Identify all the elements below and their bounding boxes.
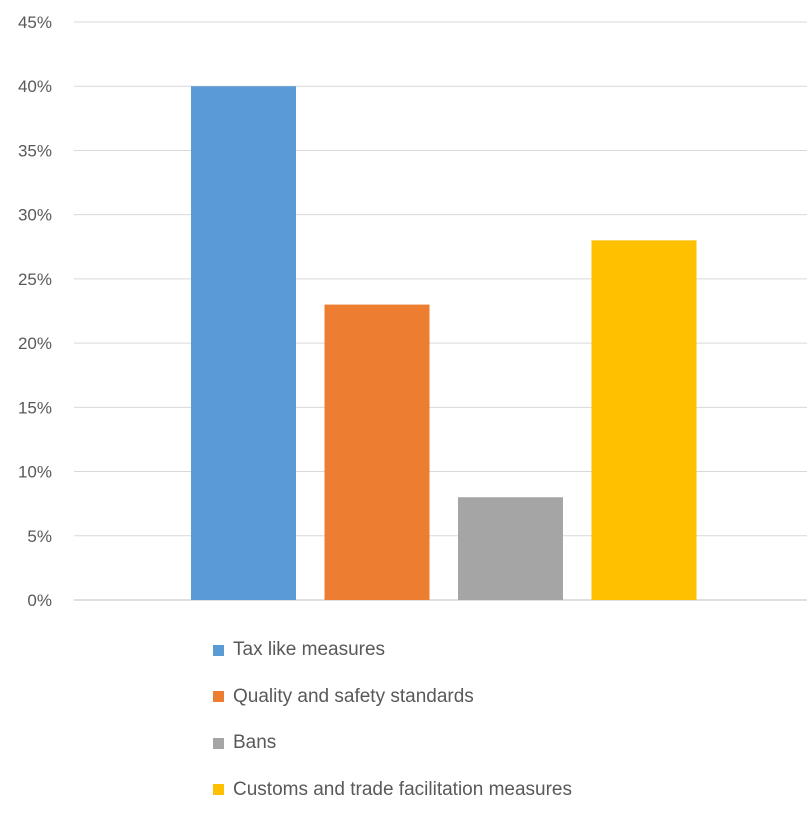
y-tick-label: 20% — [18, 334, 52, 353]
y-axis-labels: 0% 5% 10% 15% 20% 25% 30% 35% 40% 45% — [18, 13, 52, 610]
legend-label: Customs and trade facilitation measures — [233, 778, 572, 800]
y-tick-label: 15% — [18, 398, 52, 417]
legend-item: Tax like measures — [213, 638, 572, 662]
legend-item: Customs and trade facilitation measures — [213, 778, 572, 802]
bar — [324, 304, 430, 600]
legend-swatch — [213, 644, 224, 656]
y-tick-label: 0% — [27, 591, 52, 610]
y-tick-label: 25% — [18, 270, 52, 289]
bar-chart: 0% 5% 10% 15% 20% 25% 30% 35% 40% 45% — [18, 13, 807, 610]
bar — [591, 240, 697, 600]
y-tick-label: 35% — [18, 141, 52, 160]
legend-swatch — [213, 737, 224, 749]
bar — [458, 497, 563, 600]
y-tick-label: 5% — [27, 527, 52, 546]
bar — [191, 86, 296, 600]
y-tick-label: 40% — [18, 77, 52, 96]
legend-label: Quality and safety standards — [233, 685, 474, 707]
legend-item: Bans — [213, 731, 572, 755]
legend-item: Quality and safety standards — [213, 685, 572, 709]
y-tick-label: 30% — [18, 206, 52, 225]
legend-label: Tax like measures — [233, 639, 386, 660]
legend-swatch — [213, 691, 224, 702]
legend: Tax like measures Quality and safety stan… — [213, 638, 572, 824]
y-tick-label: 10% — [18, 463, 52, 482]
legend-label: Bans — [233, 732, 277, 753]
bars — [191, 86, 697, 600]
legend-swatch — [213, 784, 224, 795]
gridlines — [74, 21, 807, 601]
y-tick-label: 45% — [18, 13, 52, 32]
